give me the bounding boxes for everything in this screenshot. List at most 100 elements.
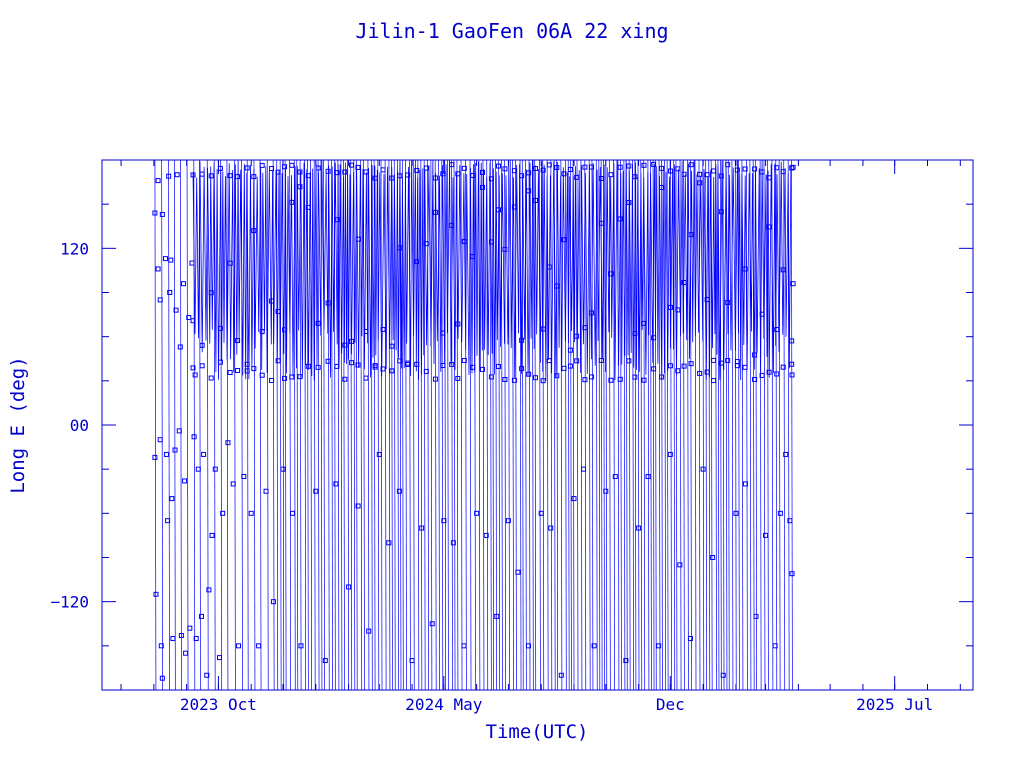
data-point [704,297,710,303]
data-point [759,311,765,317]
data-point [269,377,275,383]
data-point [170,635,176,641]
data-point [582,377,588,383]
data-point [244,165,250,171]
data-point [626,200,632,206]
data-point [725,358,731,364]
data-point [333,481,339,487]
wrap-line [401,160,404,690]
data-point [641,377,647,383]
data-point [526,188,532,194]
data-point [505,518,511,524]
y-tick-label: 120 [60,239,89,258]
data-point [598,357,604,363]
wrap-line [584,160,587,690]
data-point [165,518,171,524]
data-point [589,164,595,170]
data-point [169,496,175,502]
data-point [540,326,546,332]
data-point [540,167,546,173]
wrap-line [504,160,506,690]
wrap-line [539,160,541,690]
data-point [192,372,198,378]
wrap-line [173,160,176,690]
data-point [157,297,163,303]
wrap-line [650,160,652,690]
data-point [251,174,257,180]
data-point [305,363,311,369]
chart-title: Jilin-1 GaoFen 06A 22 xing [355,19,668,43]
wrap-line [717,160,720,690]
data-point [334,170,340,176]
wrap-line [355,160,358,690]
data-point [244,368,250,374]
data-point [186,315,192,321]
wrap-line [430,160,433,690]
data-point [396,488,402,494]
data-point [155,266,161,272]
data-point [667,304,673,310]
data-point [389,343,395,349]
wrap-line [474,160,476,690]
wrap-line [698,160,701,690]
data-point [774,327,780,333]
data-point [193,635,199,641]
data-point [632,174,638,180]
wrap-line [226,160,229,690]
data-point [789,338,795,344]
data-point [289,374,295,380]
dense-band-trace [192,160,792,381]
data-point [461,238,467,244]
data-point [766,369,772,375]
data-point [742,266,748,272]
x-tick-label: 2024 May [405,695,482,714]
wrap-line [564,160,567,690]
data-point [449,361,455,367]
data-point [766,175,772,181]
data-point [389,368,395,374]
data-point [355,236,361,242]
data-point [470,172,476,178]
data-point [199,363,205,369]
data-point [711,357,717,363]
wrap-line [588,160,591,690]
data-point [216,655,222,661]
data-point [152,210,158,216]
data-point [677,562,683,568]
data-point [474,510,480,516]
data-point [372,363,378,369]
data-point [734,167,740,173]
data-point [198,613,204,619]
data-point [752,166,758,172]
wrap-line [746,160,748,690]
data-point [176,428,182,434]
data-point [313,488,319,494]
data-point [191,434,197,440]
data-point [199,342,205,348]
data-point [511,168,517,174]
data-point [532,375,538,381]
data-point [636,525,642,531]
data-point [334,217,340,223]
wrap-line [719,160,722,690]
data-point [681,363,687,369]
wrap-line [640,160,643,690]
data-point [733,510,739,516]
data-point [470,364,476,370]
data-point [159,675,165,681]
wrap-line [683,160,685,690]
data-point [681,280,687,286]
data-point [632,330,638,336]
wrap-line [444,160,447,690]
data-point [432,376,438,382]
wrap-line [625,160,628,690]
data-point [363,169,369,175]
data-point [789,372,795,378]
data-point [275,308,281,314]
data-point [780,169,786,175]
data-point [519,173,525,179]
data-point [432,175,438,181]
wrap-line [420,160,423,690]
data-point [164,451,170,457]
data-point [225,440,231,446]
